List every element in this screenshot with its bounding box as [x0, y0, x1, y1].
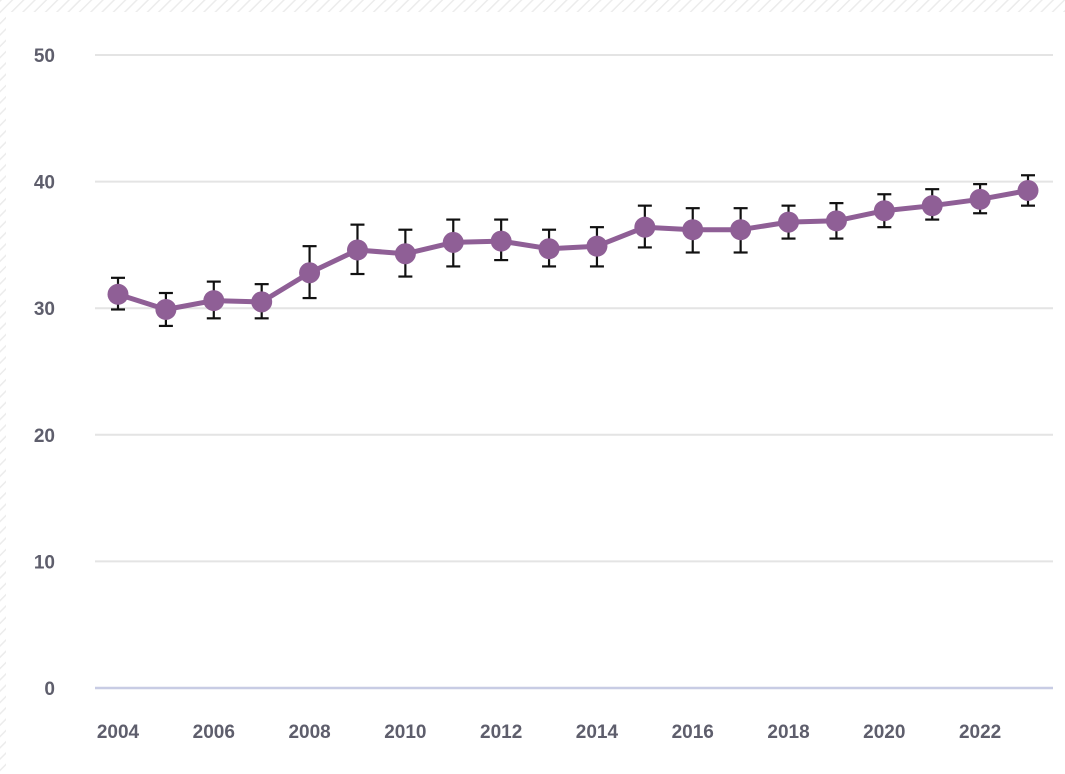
data-point [969, 188, 991, 210]
data-point [634, 216, 656, 238]
x-tick-label: 2018 [767, 722, 809, 743]
data-point [730, 219, 752, 241]
y-tick-label: 30 [34, 299, 55, 320]
data-point [346, 239, 368, 261]
data-point [825, 210, 847, 232]
data-point [682, 219, 704, 241]
y-axis-ticks: 0 10 20 30 40 50 [34, 46, 55, 700]
x-tick-label: 2016 [672, 722, 714, 743]
y-tick-label: 0 [44, 679, 55, 700]
data-point [873, 200, 895, 222]
x-tick-label: 2006 [193, 722, 235, 743]
data-point [538, 238, 560, 260]
x-tick-label: 2004 [97, 722, 140, 743]
data-point [778, 211, 800, 233]
gridlines [95, 54, 1053, 690]
data-point [921, 195, 943, 217]
y-tick-label: 50 [34, 46, 55, 67]
data-points [107, 179, 1039, 320]
data-point [299, 262, 321, 284]
data-point [586, 235, 608, 257]
x-tick-label: 2010 [384, 722, 426, 743]
data-point [1017, 179, 1039, 201]
x-axis-ticks: 2004 2006 2008 2010 2012 2014 2016 2018 2020 2022 [97, 722, 1001, 743]
x-tick-label: 2008 [288, 722, 330, 743]
data-point [107, 283, 129, 305]
x-tick-label: 2014 [576, 722, 619, 743]
data-point [394, 243, 416, 265]
data-point [490, 230, 512, 252]
x-tick-label: 2012 [480, 722, 522, 743]
data-point [442, 231, 464, 253]
y-tick-label: 10 [34, 552, 55, 573]
y-tick-label: 40 [34, 173, 55, 194]
data-point [203, 290, 225, 312]
top-hatch-border [0, 0, 1065, 12]
data-point [155, 298, 177, 320]
x-tick-label: 2022 [959, 722, 1001, 743]
x-tick-label: 2020 [863, 722, 905, 743]
data-point [251, 291, 273, 313]
left-hatch-border [0, 0, 6, 774]
y-tick-label: 20 [34, 426, 55, 447]
